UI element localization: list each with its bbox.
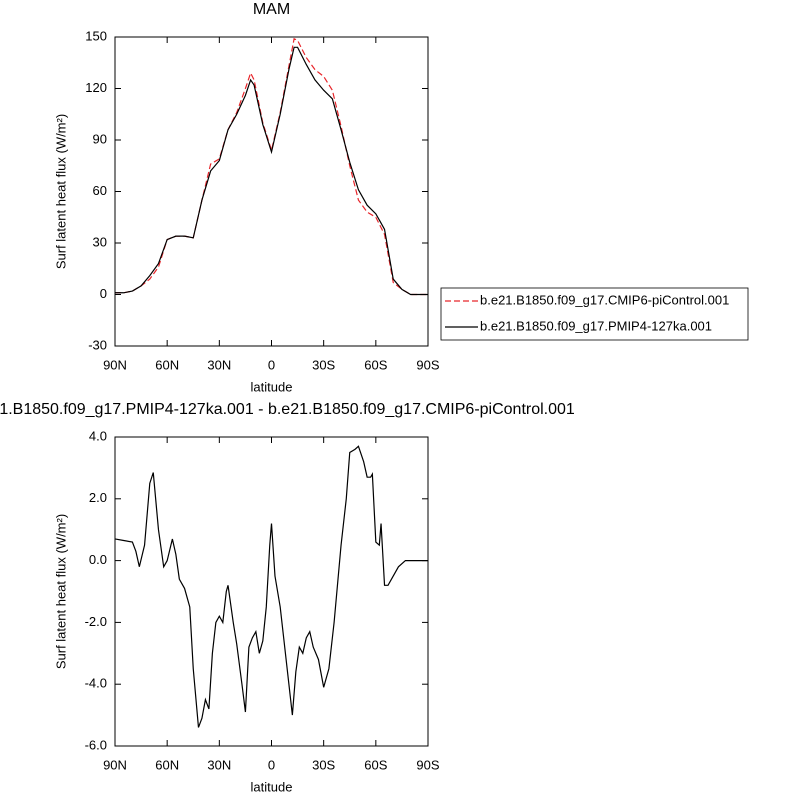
x-tick-label: 90S [416, 757, 439, 772]
x-tick-label: 60N [155, 357, 179, 372]
x-tick-label: 90S [416, 357, 439, 372]
y-axis-label: Surf latent heat flux (W/m²) [53, 114, 68, 269]
x-tick-label: 30S [312, 357, 335, 372]
y-tick-label: 90 [93, 131, 107, 146]
y-tick-label: 120 [85, 80, 107, 95]
chart-title: MAM [253, 1, 290, 18]
y-tick-label: 0 [100, 286, 107, 301]
data-line [114, 445, 428, 728]
x-tick-label: 30N [207, 757, 231, 772]
y-tick-label: 4.0 [89, 428, 107, 443]
plot-frame [114, 436, 429, 747]
y-tick-label: 150 [85, 28, 107, 43]
y-tick-label: -4.0 [85, 676, 107, 691]
x-tick-label: 0 [268, 757, 275, 772]
data-line [115, 37, 428, 296]
legend-box [440, 287, 749, 341]
x-tick-label: 30N [207, 357, 231, 372]
x-tick-label: 30S [312, 757, 335, 772]
y-tick-label: -30 [88, 337, 107, 352]
x-tick-label: 90N [103, 357, 127, 372]
x-axis-label: latitude [251, 779, 293, 794]
plot-frame [114, 36, 429, 347]
legend-label: b.e21.B1850.f09_g17.CMIP6-piControl.001 [480, 292, 729, 307]
y-tick-label: -2.0 [85, 614, 107, 629]
y-tick-label: 0.0 [89, 552, 107, 567]
chart-title: b.e21.B1850.f09_g17.PMIP4-127ka.001 - b.… [0, 401, 575, 418]
x-tick-label: 60S [364, 757, 387, 772]
x-tick-label: 90N [103, 757, 127, 772]
legend-label: b.e21.B1850.f09_g17.PMIP4-127ka.001 [480, 318, 712, 333]
x-tick-label: 0 [268, 357, 275, 372]
y-axis-label: Surf latent heat flux (W/m²) [53, 514, 68, 669]
y-tick-label: -6.0 [85, 737, 107, 752]
x-tick-label: 60N [155, 757, 179, 772]
data-line [115, 46, 428, 296]
x-axis-label: latitude [251, 379, 293, 394]
x-tick-label: 60S [364, 357, 387, 372]
y-tick-label: 2.0 [89, 490, 107, 505]
y-tick-label: 30 [93, 234, 107, 249]
y-tick-label: 60 [93, 183, 107, 198]
